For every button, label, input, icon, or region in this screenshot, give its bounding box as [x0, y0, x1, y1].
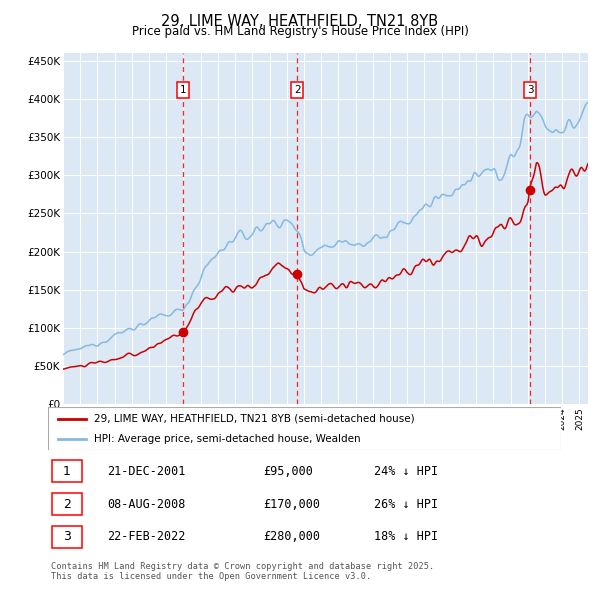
Text: 21-DEC-2001: 21-DEC-2001 — [107, 465, 185, 478]
Text: Contains HM Land Registry data © Crown copyright and database right 2025.
This d: Contains HM Land Registry data © Crown c… — [51, 562, 434, 581]
Text: £170,000: £170,000 — [263, 497, 320, 510]
Text: 2: 2 — [63, 497, 71, 510]
FancyBboxPatch shape — [52, 460, 82, 482]
Text: 29, LIME WAY, HEATHFIELD, TN21 8YB: 29, LIME WAY, HEATHFIELD, TN21 8YB — [161, 14, 439, 28]
Text: 22-FEB-2022: 22-FEB-2022 — [107, 530, 185, 543]
FancyBboxPatch shape — [52, 493, 82, 515]
Text: 26% ↓ HPI: 26% ↓ HPI — [374, 497, 438, 510]
Text: 24% ↓ HPI: 24% ↓ HPI — [374, 465, 438, 478]
FancyBboxPatch shape — [48, 407, 561, 450]
Text: 1: 1 — [63, 465, 71, 478]
Text: 2: 2 — [294, 85, 301, 95]
Text: 08-AUG-2008: 08-AUG-2008 — [107, 497, 185, 510]
Text: 18% ↓ HPI: 18% ↓ HPI — [374, 530, 438, 543]
Text: HPI: Average price, semi-detached house, Wealden: HPI: Average price, semi-detached house,… — [94, 434, 361, 444]
Text: Price paid vs. HM Land Registry's House Price Index (HPI): Price paid vs. HM Land Registry's House … — [131, 25, 469, 38]
Text: £95,000: £95,000 — [263, 465, 313, 478]
Text: 29, LIME WAY, HEATHFIELD, TN21 8YB (semi-detached house): 29, LIME WAY, HEATHFIELD, TN21 8YB (semi… — [94, 414, 415, 424]
Text: £280,000: £280,000 — [263, 530, 320, 543]
FancyBboxPatch shape — [52, 526, 82, 548]
Text: 1: 1 — [179, 85, 186, 95]
Text: 3: 3 — [63, 530, 71, 543]
Text: 3: 3 — [527, 85, 533, 95]
